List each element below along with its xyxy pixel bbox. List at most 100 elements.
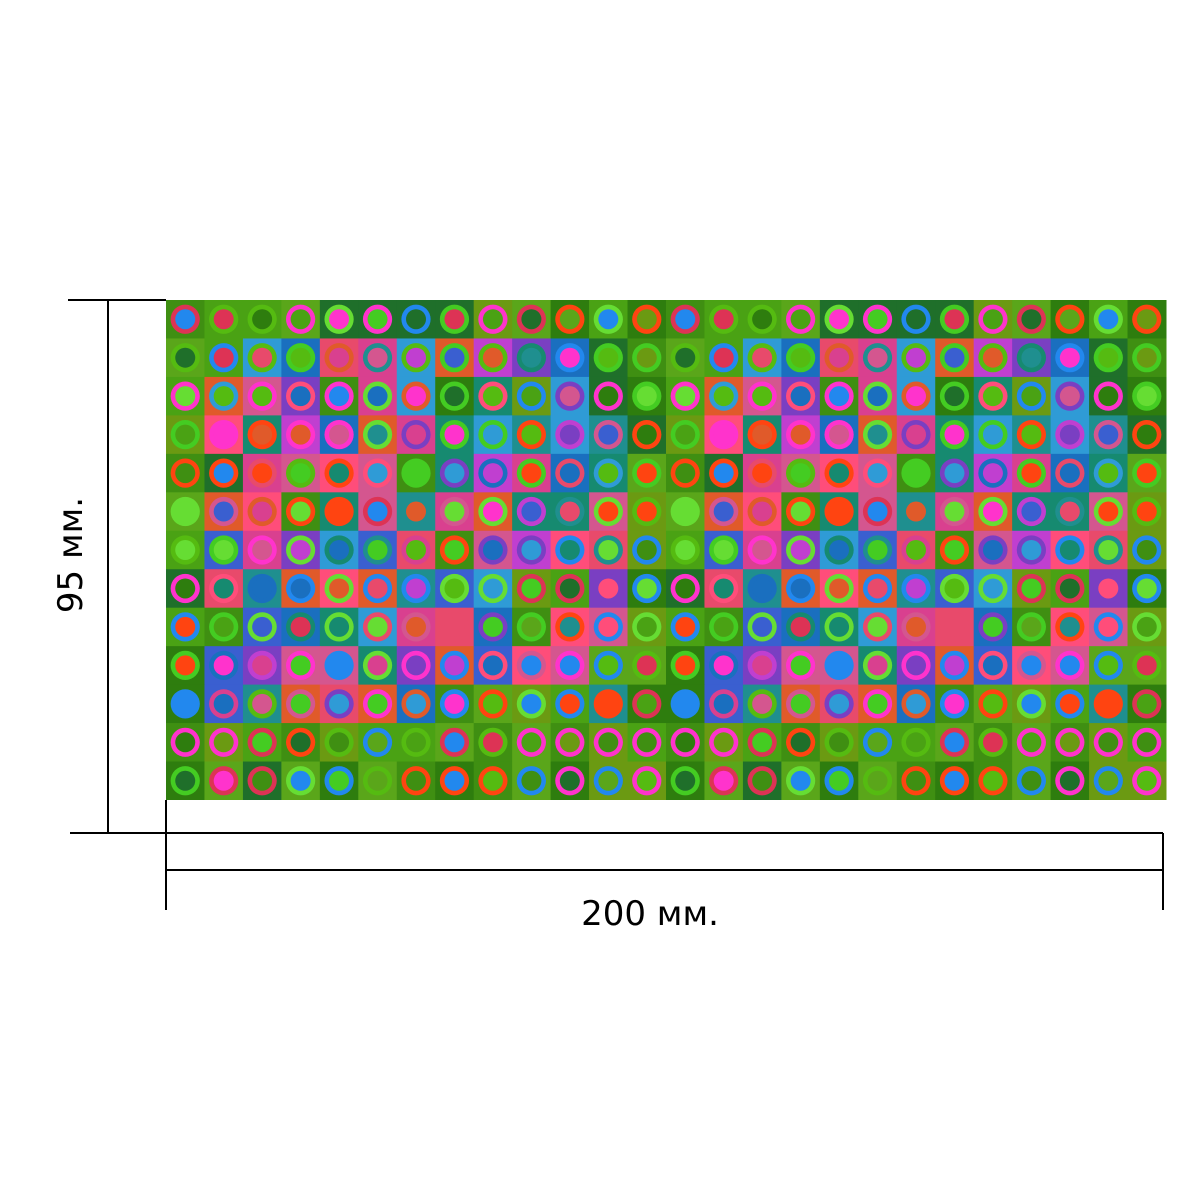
tile-dot bbox=[252, 309, 273, 330]
tile-dot bbox=[867, 655, 888, 676]
tile-dot bbox=[1136, 463, 1157, 484]
tile-dot bbox=[1059, 501, 1080, 522]
tile-dot bbox=[598, 693, 619, 714]
tile-dot bbox=[1098, 732, 1119, 753]
tile-dot bbox=[829, 732, 850, 753]
tile-dot bbox=[1136, 540, 1157, 560]
tile-dot bbox=[213, 616, 234, 637]
tile-dot bbox=[1059, 655, 1080, 676]
tile-dot bbox=[1021, 616, 1042, 637]
tile-dot bbox=[1098, 540, 1119, 560]
tile-dot bbox=[944, 501, 965, 522]
tile-dot bbox=[329, 693, 350, 714]
tile-dot bbox=[444, 732, 465, 753]
tile-dot bbox=[790, 540, 811, 560]
tile-dot bbox=[675, 386, 696, 407]
tile-dot bbox=[636, 347, 657, 368]
tile-dot bbox=[213, 463, 234, 484]
tile-dot bbox=[329, 424, 350, 445]
tile-dot bbox=[829, 578, 850, 599]
tile-dot bbox=[329, 770, 350, 791]
tile-dot bbox=[713, 770, 734, 791]
tile-dot bbox=[367, 693, 388, 714]
tile-dot bbox=[482, 386, 503, 407]
tile-dot bbox=[252, 732, 273, 753]
tile-dot bbox=[252, 693, 273, 714]
tile-dot bbox=[406, 693, 426, 714]
tile-dot bbox=[598, 463, 619, 484]
tile-dot bbox=[559, 770, 580, 791]
tile-dot bbox=[752, 424, 773, 445]
tile-dot bbox=[906, 655, 926, 676]
tile-dot bbox=[367, 770, 388, 791]
tile-dot bbox=[675, 540, 696, 560]
tile-dot bbox=[1059, 386, 1080, 407]
tile-dot bbox=[175, 693, 196, 714]
tile-dot bbox=[329, 463, 350, 484]
tile-dot bbox=[367, 501, 388, 522]
tile-dot bbox=[829, 347, 850, 368]
tile-dot bbox=[444, 770, 465, 791]
tile-dot bbox=[867, 386, 888, 407]
tile-dot bbox=[636, 540, 657, 560]
tile-dot bbox=[598, 501, 619, 522]
tile-dot bbox=[290, 770, 311, 791]
tile-dot bbox=[1021, 501, 1042, 522]
tile-dot bbox=[598, 540, 619, 560]
tile-dot bbox=[1059, 616, 1080, 637]
tile-dot bbox=[1136, 578, 1157, 599]
tile-dot bbox=[406, 386, 426, 407]
tile-dot bbox=[906, 732, 926, 753]
tile-dot bbox=[1098, 309, 1119, 330]
tile-dot bbox=[175, 347, 196, 368]
tile-dot bbox=[290, 463, 311, 484]
tile-dot bbox=[1059, 770, 1080, 791]
tile-dot bbox=[906, 616, 926, 637]
tile-dot bbox=[829, 501, 850, 522]
tile-dot bbox=[213, 309, 234, 330]
tile-dot bbox=[1021, 770, 1042, 791]
tile-dot bbox=[1136, 616, 1157, 637]
tile-dot bbox=[1098, 424, 1119, 445]
tile-dot bbox=[329, 655, 350, 676]
tile-dot bbox=[636, 770, 657, 791]
tile-dot bbox=[559, 386, 580, 407]
tile-dot bbox=[1136, 770, 1157, 791]
tile-dot bbox=[636, 386, 657, 407]
tile-dot bbox=[906, 501, 926, 522]
tile-dot bbox=[521, 347, 542, 368]
tile-dot bbox=[406, 501, 426, 522]
tile-dot bbox=[559, 424, 580, 445]
tile-dot bbox=[406, 616, 426, 637]
tile-dot bbox=[213, 655, 234, 676]
tile-dot bbox=[406, 770, 426, 791]
tile-dot bbox=[636, 578, 657, 599]
tile-dot bbox=[252, 540, 273, 560]
tile-dot bbox=[790, 578, 811, 599]
tile-dot bbox=[636, 693, 657, 714]
tile-dot bbox=[598, 347, 619, 368]
tile-dot bbox=[290, 386, 311, 407]
tile-dot bbox=[598, 386, 619, 407]
tile-dot bbox=[482, 770, 503, 791]
tile-dot bbox=[713, 309, 734, 330]
tile-dot bbox=[829, 386, 850, 407]
tile-dot bbox=[867, 540, 888, 560]
tile-dot bbox=[367, 655, 388, 676]
tile-dot bbox=[982, 578, 1003, 599]
tile-dot bbox=[252, 501, 273, 522]
tile-dot bbox=[444, 386, 465, 407]
tile-dot bbox=[982, 540, 1003, 560]
tile-dot bbox=[982, 347, 1003, 368]
tile-dot bbox=[175, 501, 196, 522]
tile-dot bbox=[867, 463, 888, 484]
tile-dot bbox=[406, 732, 426, 753]
tile-dot bbox=[713, 540, 734, 560]
tile-dot bbox=[290, 693, 311, 714]
tile-dot bbox=[982, 309, 1003, 330]
tile-dot bbox=[406, 540, 426, 560]
tile-dot bbox=[713, 347, 734, 368]
tile-dot bbox=[252, 770, 273, 791]
tile-dot bbox=[598, 732, 619, 753]
